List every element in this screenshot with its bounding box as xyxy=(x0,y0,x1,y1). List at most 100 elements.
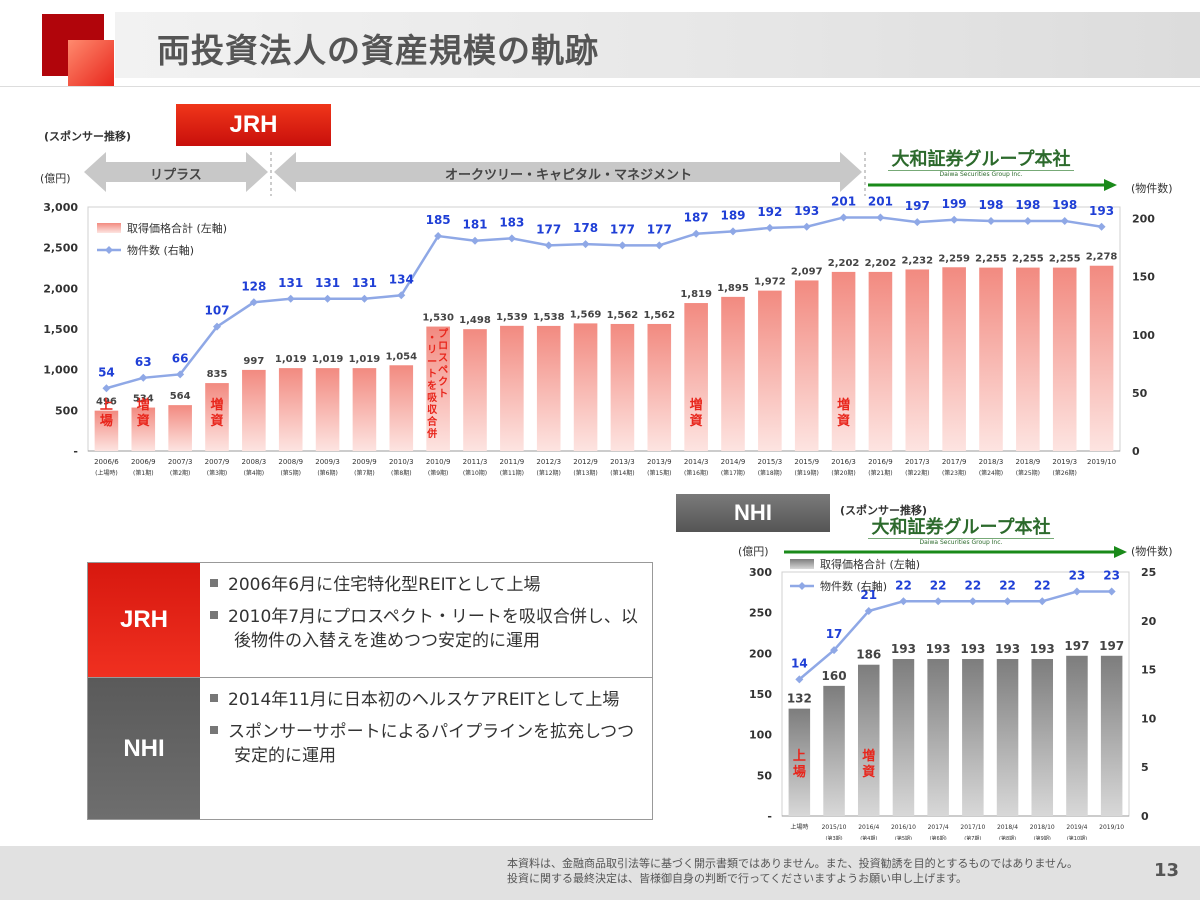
summary-item: スポンサーサポートによるパイプラインを拡充しつつ安定的に運用 xyxy=(208,720,644,768)
bar xyxy=(788,708,811,816)
line-point xyxy=(765,223,774,232)
bar-value-label: 1,530 xyxy=(422,313,454,324)
line-point xyxy=(286,294,295,303)
count-label: 23 xyxy=(1069,569,1086,583)
line-point xyxy=(1097,222,1106,231)
line-point xyxy=(581,240,590,249)
bar-annotation: を xyxy=(427,380,437,392)
y-right-tick-label: 25 xyxy=(1141,566,1156,579)
summary-item: 2010年7月にプロスペクト・リートを吸収合併し、以後物件の入替えを進めつつ安定… xyxy=(208,605,644,653)
bullet-icon xyxy=(210,579,218,587)
summary-item: 2006年6月に住宅特化型REITとして上場 xyxy=(208,573,644,597)
count-label: 22 xyxy=(930,578,947,592)
y-right-tick-label: 10 xyxy=(1141,712,1157,725)
bar-annotation: 資 xyxy=(837,413,850,429)
x-tick-label: 2012/3 xyxy=(536,458,561,466)
x-tick-label: 2019/4 xyxy=(1066,824,1087,831)
line-point xyxy=(934,597,943,606)
bar xyxy=(857,664,880,816)
bar xyxy=(463,329,487,451)
y-left-tick-label: - xyxy=(73,445,78,458)
bar xyxy=(868,271,893,451)
nhi-sponsor-note: (スポンサー推移) xyxy=(840,504,928,517)
bar xyxy=(536,325,561,451)
nhi-right-unit: (物件数) xyxy=(1131,545,1173,558)
legend-swatch-bar xyxy=(97,223,121,233)
bar-annotation: 増 xyxy=(862,748,875,764)
x-tick-label: 2008/9 xyxy=(278,458,303,466)
x-tick-label: 2013/3 xyxy=(610,458,635,466)
line-point xyxy=(544,241,553,250)
line-point xyxy=(839,213,848,222)
x-tick-sublabel: (第25期) xyxy=(1016,469,1040,477)
y-left-tick-label: 200 xyxy=(749,647,772,660)
bar-annotation: 吸 xyxy=(427,392,438,404)
line-point xyxy=(1107,587,1116,596)
bar-value-label: 2,255 xyxy=(1012,254,1044,265)
x-tick-label: 2015/10 xyxy=(822,824,847,831)
jrh-daiwa-logo: 大和証券グループ本社 Daiwa Securities Group Inc. xyxy=(888,150,1074,179)
bar xyxy=(389,365,414,451)
jrh-left-unit: (億円) xyxy=(40,172,71,185)
summary-item-text: 2014年11月に日本初のヘルスケアREITとして上場 xyxy=(228,690,620,710)
summary-table: JRH 2006年6月に住宅特化型REITとして上場 2010年7月にプロスペク… xyxy=(87,562,653,820)
x-tick-sublabel: (第22期) xyxy=(905,469,929,477)
bar xyxy=(905,269,930,451)
bullet-icon xyxy=(210,611,218,619)
y-left-tick-label: 150 xyxy=(749,688,772,701)
x-tick-sublabel: (第4期) xyxy=(860,835,877,840)
summary-body-nhi: 2014年11月に日本初のヘルスケアREITとして上場 スポンサーサポートによる… xyxy=(200,678,652,819)
x-tick-label: 2009/3 xyxy=(315,458,340,466)
bar-value-label: 2,259 xyxy=(938,253,970,264)
summary-label-nhi: NHI xyxy=(88,678,200,819)
line-point xyxy=(249,298,258,307)
x-tick-label: 2017/10 xyxy=(960,824,985,831)
bar-value-label: 835 xyxy=(207,369,228,380)
bar-annotation: 上 xyxy=(100,398,113,413)
bar-value-label: 496 xyxy=(96,397,117,408)
count-label: 22 xyxy=(895,578,912,592)
count-label: 198 xyxy=(1015,198,1040,212)
count-label: 198 xyxy=(978,198,1003,212)
bar xyxy=(892,659,915,816)
x-tick-sublabel: (第6期) xyxy=(317,469,338,477)
y-left-tick-label: 250 xyxy=(749,607,772,620)
bar xyxy=(647,323,672,451)
bar-value-label: 1,972 xyxy=(754,277,786,288)
y-left-tick-label: 3,000 xyxy=(43,201,78,214)
x-tick-label: 2010/9 xyxy=(426,458,451,466)
y-right-tick-label: 100 xyxy=(1132,329,1155,342)
header-divider xyxy=(0,86,1200,87)
x-tick-label: 2015/9 xyxy=(794,458,819,466)
header: 両投資法人の資産規模の軌跡 xyxy=(0,0,1200,88)
bar-value-label: 1,019 xyxy=(275,354,307,365)
x-tick-label: 2012/9 xyxy=(573,458,598,466)
nhi-left-unit: (億円) xyxy=(738,545,769,558)
bar-value-label: 1,498 xyxy=(459,315,491,326)
x-tick-sublabel: (第9期) xyxy=(1034,835,1051,840)
count-label: 178 xyxy=(573,221,598,235)
count-label: 193 xyxy=(1089,204,1114,218)
count-label: 192 xyxy=(757,205,782,219)
bar-value-label: 1,895 xyxy=(717,283,749,294)
bar-annotation: ス xyxy=(438,352,448,364)
legend-label: 取得価格合計 (左軸) xyxy=(820,557,920,571)
count-label: 197 xyxy=(905,199,930,213)
count-label: 177 xyxy=(647,222,672,236)
bar-annotation: 場 xyxy=(100,413,113,429)
bar-value-label: 2,255 xyxy=(975,254,1007,265)
count-label: 183 xyxy=(499,215,524,229)
count-label: 131 xyxy=(315,276,340,290)
bar-value-label: 2,255 xyxy=(1049,254,1081,265)
bar-value-label: 1,562 xyxy=(607,310,639,321)
x-tick-label: 2018/10 xyxy=(1030,824,1055,831)
bar-value-label: 1,538 xyxy=(533,312,565,323)
count-label: 21 xyxy=(860,588,877,602)
sponsor-label-oaktree: オークツリー・キャピタル・マネジメント xyxy=(445,168,693,183)
disclaimer-line: 本資料は、金融商品取引法等に基づく開示書類ではありません。また、投資勧誘を目的と… xyxy=(507,857,1079,870)
x-tick-sublabel: (第21期) xyxy=(868,469,892,477)
legend-label: 物件数 (右軸) xyxy=(127,243,194,257)
x-tick-sublabel: (第10期) xyxy=(463,469,487,477)
line-point xyxy=(899,597,908,606)
x-tick-label: 2018/4 xyxy=(997,824,1018,831)
